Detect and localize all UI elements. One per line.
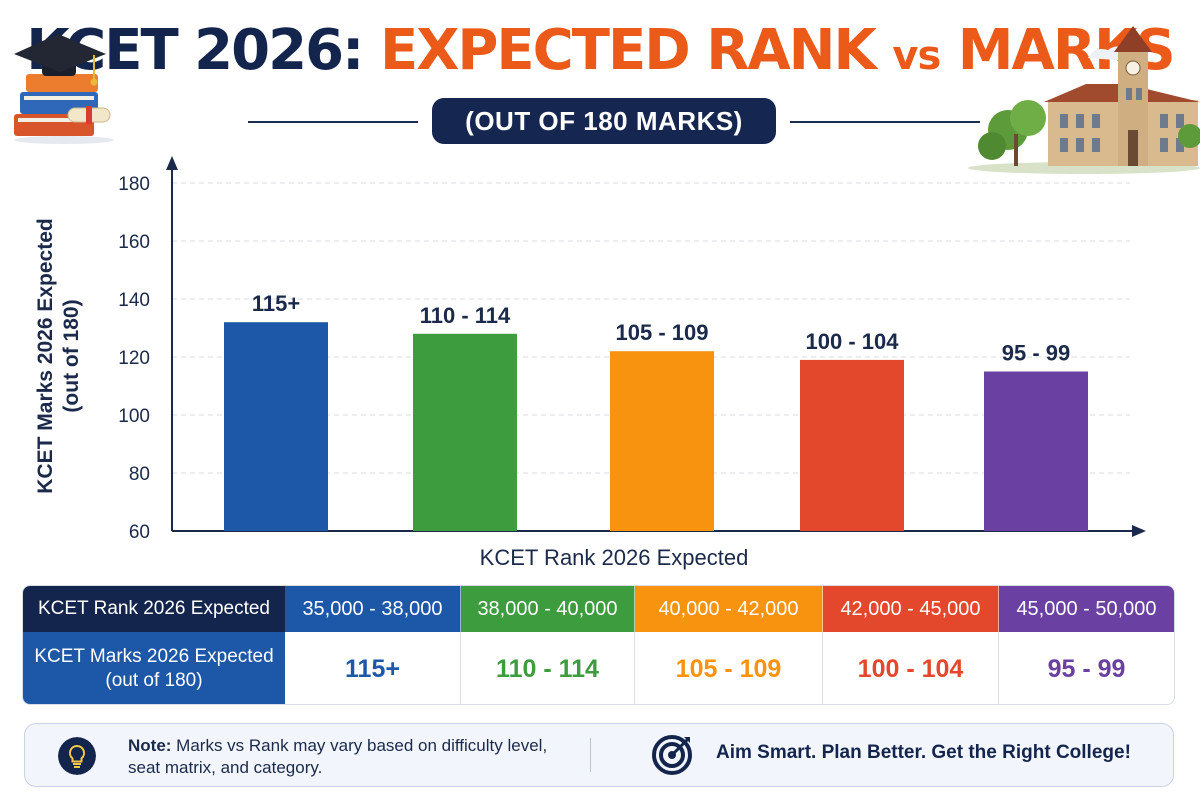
table-rank-cell: 38,000 - 40,000 xyxy=(461,586,635,632)
bar-data-label: 110 - 114 xyxy=(420,303,511,328)
table-row-label-rank: KCET Rank 2026 Expected xyxy=(23,586,285,632)
y-tick-label: 140 xyxy=(118,290,150,311)
bar xyxy=(413,333,517,531)
y-axis-arrow xyxy=(166,156,178,170)
subtitle-badge: (OUT OF 180 MARKS) xyxy=(432,98,776,144)
table-row-marks: KCET Marks 2026 Expected (out of 180) 11… xyxy=(23,632,1174,704)
x-axis-arrow xyxy=(1132,525,1146,537)
y-tick-label: 160 xyxy=(118,232,150,253)
tagline: Aim Smart. Plan Better. Get the Right Co… xyxy=(716,742,1131,763)
bar-data-label: 95 - 99 xyxy=(1002,341,1071,366)
y-tick-label: 80 xyxy=(129,464,150,485)
y-tick-label: 180 xyxy=(118,174,150,195)
page-title: KCET 2026: EXPECTED RANK vs MARKS xyxy=(26,18,1175,83)
bar xyxy=(800,359,904,531)
table-marks-cell: 110 - 114 xyxy=(461,632,635,704)
table-rank-cell: 35,000 - 38,000 xyxy=(285,586,461,632)
subtitle-rule-left xyxy=(248,121,418,123)
table-rank-cell: 45,000 - 50,000 xyxy=(999,586,1174,632)
table-marks-cell: 105 - 109 xyxy=(635,632,823,704)
bar-data-label: 115+ xyxy=(252,291,300,316)
bar xyxy=(610,351,714,531)
bar-data-label: 105 - 109 xyxy=(616,320,709,345)
y-tick-label: 100 xyxy=(118,406,150,427)
table-marks-cell: 115+ xyxy=(285,632,461,704)
table-rank-cell: 40,000 - 42,000 xyxy=(635,586,823,632)
graduation-books-icon xyxy=(14,34,114,144)
note-divider xyxy=(590,738,591,772)
target-icon xyxy=(652,735,692,775)
y-tick-label: 60 xyxy=(129,522,150,543)
table-rank-cell: 42,000 - 45,000 xyxy=(823,586,999,632)
bar-data-label: 100 - 104 xyxy=(806,329,900,354)
subtitle-rule-right xyxy=(790,121,980,123)
lightbulb-icon xyxy=(58,737,96,775)
bar xyxy=(984,371,1088,531)
y-tick-label: 120 xyxy=(118,348,150,369)
table-row-label-marks: KCET Marks 2026 Expected (out of 180) xyxy=(23,632,285,704)
table-row-rank: KCET Rank 2026 Expected 35,000 - 38,000 … xyxy=(23,586,1174,632)
bar xyxy=(224,322,328,531)
table-marks-cell: 100 - 104 xyxy=(823,632,999,704)
bar-chart: 60 80 100 120 140 160 180 KCET Rank 2026 Expect… xyxy=(34,156,1146,570)
college-building-icon xyxy=(968,26,1200,174)
table-marks-cell: 95 - 99 xyxy=(999,632,1174,704)
y-axis-label: KCET Marks 2026 Expected (out of 180) xyxy=(34,218,83,493)
x-axis-label: KCET Rank 2026 Expected xyxy=(480,545,749,570)
rank-marks-table: KCET Rank 2026 Expected 35,000 - 38,000 … xyxy=(22,585,1175,705)
note-text: Note: Marks vs Rank may vary based on di… xyxy=(128,736,548,777)
note-panel xyxy=(24,723,1174,787)
